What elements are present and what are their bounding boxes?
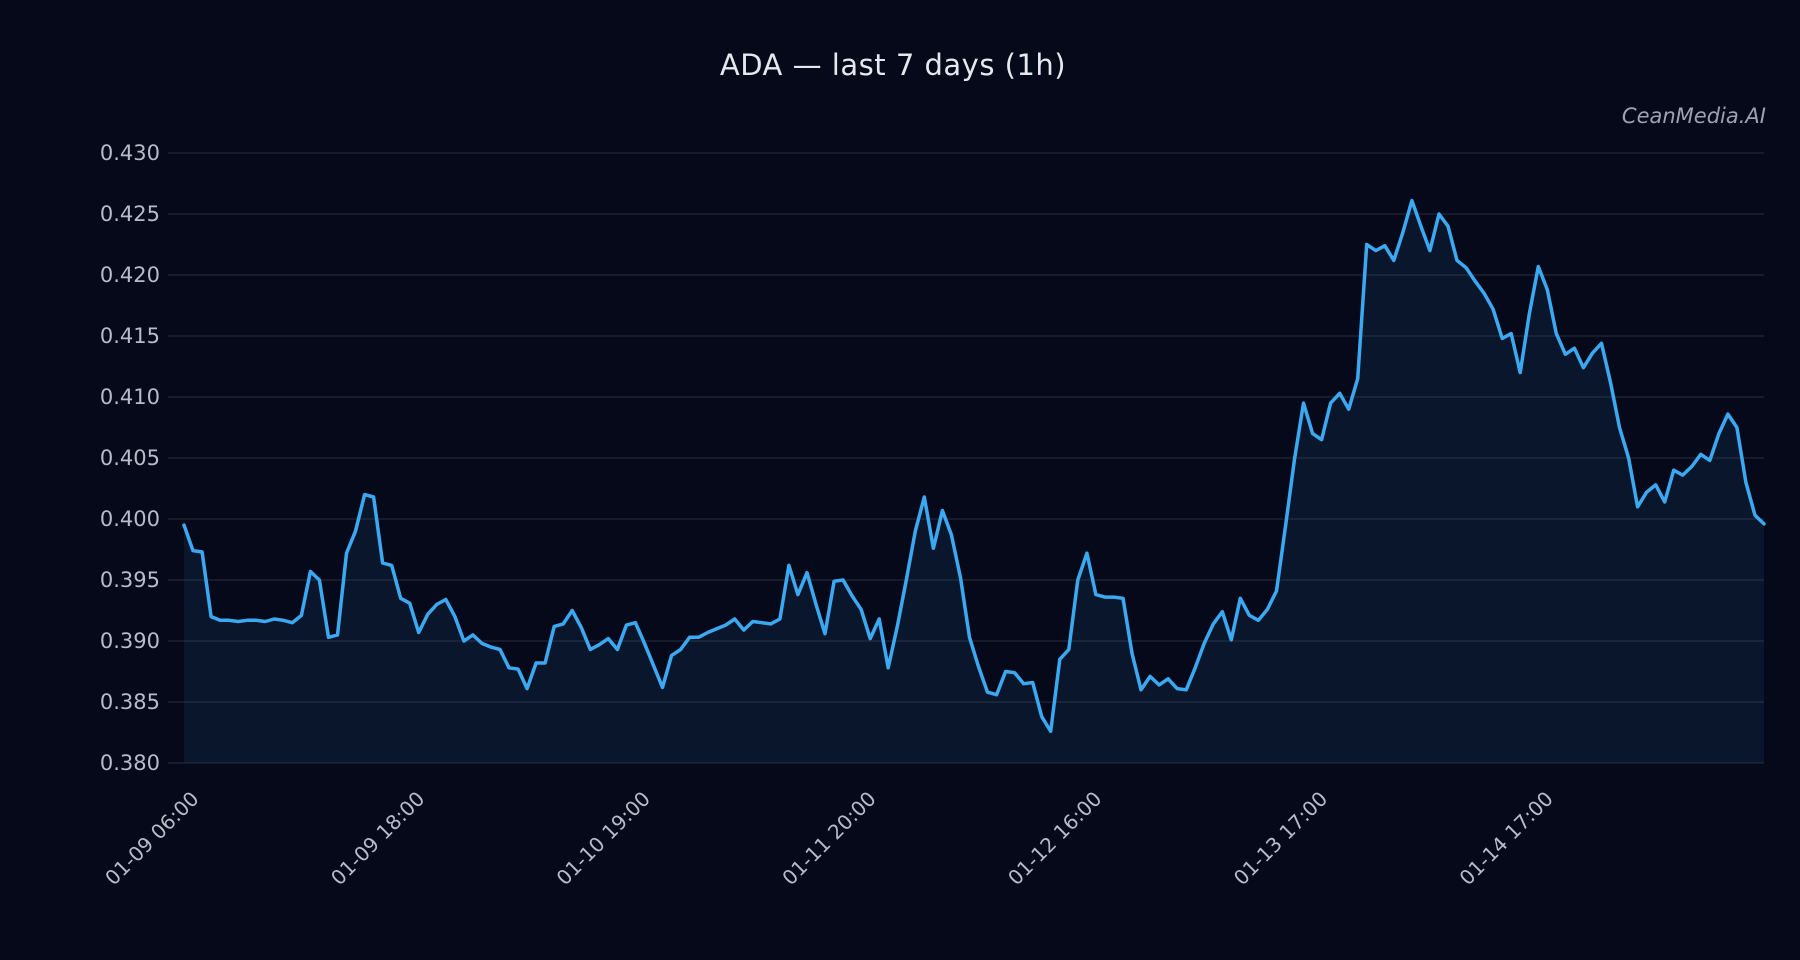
y-tick-label: 0.395 xyxy=(100,568,160,592)
y-tick-label: 0.420 xyxy=(100,263,160,287)
x-tick-label: 01-13 17:00 xyxy=(1229,787,1332,890)
x-tick-label: 01-09 18:00 xyxy=(326,787,429,890)
x-tick-label: 01-10 19:00 xyxy=(552,787,655,890)
y-tick-label: 0.380 xyxy=(100,751,160,775)
x-tick-label: 01-09 06:00 xyxy=(100,787,203,890)
x-tick-label: 01-12 16:00 xyxy=(1003,787,1106,890)
price-area xyxy=(184,200,1764,764)
y-tick-label: 0.415 xyxy=(100,324,160,348)
y-tick-label: 0.390 xyxy=(100,629,160,653)
y-tick-label: 0.430 xyxy=(100,141,160,165)
y-tick-label: 0.410 xyxy=(100,385,160,409)
x-tick-label: 01-11 20:00 xyxy=(777,787,880,890)
y-axis-labels: 0.380 0.385 0.390 0.395 0.400 0.405 0.410 0.415… xyxy=(100,141,160,775)
chart-title: ADA — last 7 days (1h) xyxy=(719,48,1067,82)
price-line xyxy=(182,198,1766,734)
grid-lines xyxy=(168,152,1764,764)
x-tick-label: 01-14 17:00 xyxy=(1455,787,1558,890)
y-tick-label: 0.405 xyxy=(100,446,160,470)
y-tick-label: 0.400 xyxy=(100,507,160,531)
y-tick-label: 0.425 xyxy=(100,202,160,226)
x-axis-labels: 01-09 06:00 01-09 18:00 01-10 19:00 01-11 2… xyxy=(100,787,1558,890)
y-tick-label: 0.385 xyxy=(100,690,160,714)
watermark: CeanMedia.AI xyxy=(1621,104,1766,128)
